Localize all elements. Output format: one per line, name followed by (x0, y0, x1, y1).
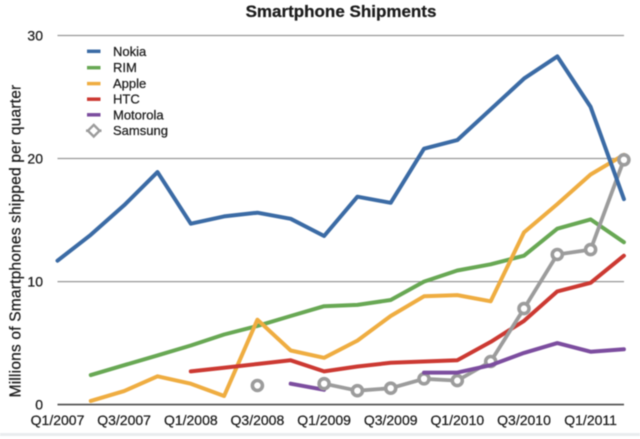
svg-text:Apple: Apple (113, 76, 146, 91)
svg-text:HTC: HTC (113, 92, 140, 107)
svg-text:RIM: RIM (113, 60, 137, 75)
svg-text:Motorola: Motorola (113, 107, 164, 122)
svg-text:Smartphone Shipments: Smartphone Shipments (246, 2, 437, 21)
svg-text:Samsung: Samsung (113, 123, 168, 138)
svg-text:0: 0 (35, 397, 43, 413)
svg-text:Q3/2010: Q3/2010 (497, 412, 551, 428)
svg-text:Millions of Smartphones shippe: Millions of Smartphones shipped per quar… (8, 85, 25, 398)
svg-text:30: 30 (27, 28, 43, 44)
svg-text:Q3/2008: Q3/2008 (231, 412, 285, 428)
svg-text:Q1/2010: Q1/2010 (430, 412, 484, 428)
svg-text:Q3/2007: Q3/2007 (97, 412, 151, 428)
svg-text:Q1/2008: Q1/2008 (164, 412, 218, 428)
svg-text:20: 20 (27, 151, 43, 167)
svg-text:Nokia: Nokia (113, 44, 147, 59)
svg-text:Q1/2007: Q1/2007 (31, 412, 85, 428)
svg-text:Q3/2009: Q3/2009 (364, 412, 418, 428)
svg-text:Q1/2011: Q1/2011 (564, 412, 617, 428)
svg-text:10: 10 (27, 274, 43, 290)
svg-text:Q1/2009: Q1/2009 (297, 412, 351, 428)
